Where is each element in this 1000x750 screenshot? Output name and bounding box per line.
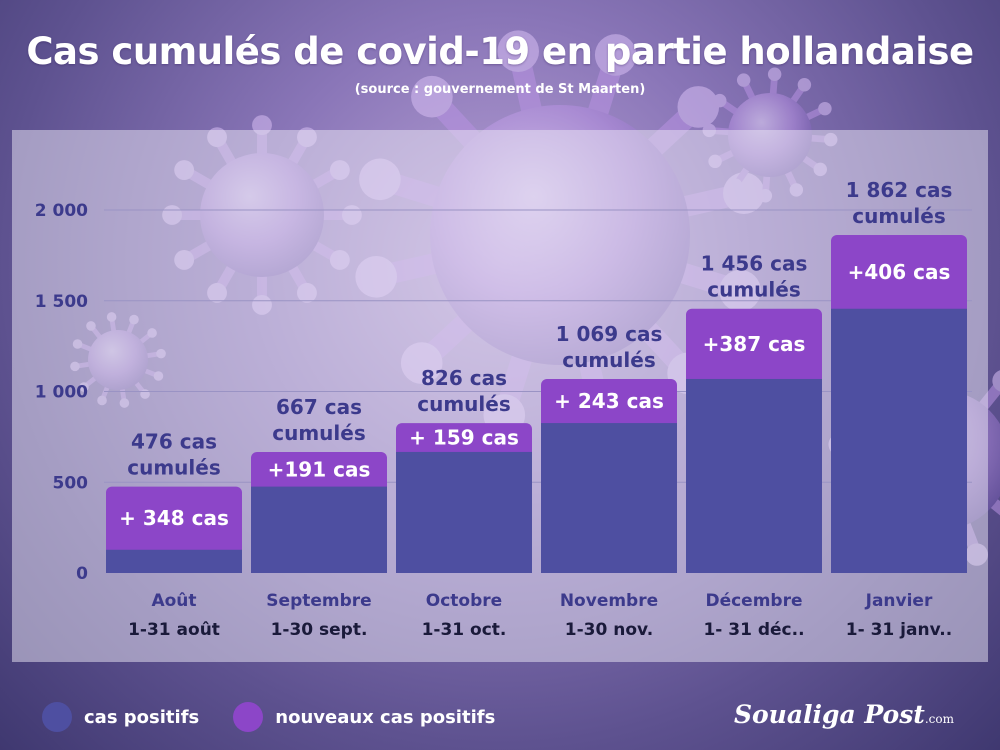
cumulative-label: cumulés — [417, 392, 511, 416]
x-category-label: Septembre — [266, 591, 371, 611]
bar-positive-cases — [686, 378, 822, 573]
x-category-label: Décembre — [705, 591, 802, 611]
y-tick-label: 0 — [76, 564, 88, 584]
y-tick-label: 1 500 — [35, 292, 88, 312]
bar-new-cases — [106, 486, 242, 558]
cumulative-label: cumulés — [127, 456, 221, 480]
new-cases-label: + 159 cas — [409, 426, 519, 450]
cumulative-label: cumulés — [852, 204, 946, 228]
x-date-range-label: 1- 31 janv.. — [846, 620, 952, 640]
bar-positive-cases — [396, 451, 532, 573]
x-category-label: Janvier — [865, 591, 933, 611]
chart-subtitle: (source : gouvernement de St Maarten) — [354, 82, 646, 97]
bar-new-cases — [396, 423, 532, 460]
y-tick-label: 1 000 — [35, 383, 88, 403]
cumulative-label: 667 cas — [276, 395, 362, 419]
bar-positive-cases — [541, 423, 677, 573]
legend-swatch-new — [233, 702, 264, 732]
x-date-range-label: 1-30 sept. — [271, 620, 368, 640]
bar-new-cases — [541, 378, 677, 432]
legend-label-positive: cas positifs — [84, 706, 200, 728]
y-tick-label: 500 — [53, 473, 89, 493]
cumulative-label: 826 cas — [421, 366, 507, 390]
legend-label-new: nouveaux cas positifs — [275, 706, 496, 728]
brand-name: Soualiga Post — [733, 700, 925, 729]
bar-new-cases — [686, 308, 822, 387]
y-tick-label: 2 000 — [35, 201, 88, 221]
bar-positive-cases — [251, 486, 387, 573]
legend-swatch-positive — [42, 702, 72, 732]
cumulative-label: 1 862 cas — [846, 178, 953, 202]
brand-suffix: .com — [924, 712, 954, 726]
new-cases-label: +387 cas — [703, 332, 806, 356]
legend-item-positive: cas positifs — [42, 702, 199, 732]
new-cases-label: + 348 cas — [119, 506, 229, 530]
chart-panel: 0 500 1 000 1 500 2 000 + 348 cas 476 cas cumul… — [12, 130, 988, 662]
new-cases-label: +406 cas — [848, 260, 951, 284]
x-date-range-label: 1-31 oct. — [422, 620, 507, 640]
new-cases-label: +191 cas — [268, 457, 371, 481]
cumulative-label: 476 cas — [131, 430, 217, 454]
bar-new-cases — [251, 451, 387, 495]
cumulative-label: cumulés — [272, 421, 366, 445]
new-cases-label: + 243 cas — [554, 389, 664, 413]
brand-logo: Soualiga Post.com — [734, 700, 954, 729]
cumulative-label: cumulés — [562, 348, 656, 372]
x-category-label: Octobre — [426, 591, 502, 611]
chart-title: Cas cumulés de covid-19 en partie hollan… — [26, 30, 974, 73]
bar-positive-cases — [831, 308, 967, 573]
legend-item-new: nouveaux cas positifs — [233, 702, 495, 732]
cumulative-label: 1 069 cas — [556, 322, 663, 346]
x-date-range-label: 1-31 août — [128, 620, 220, 640]
cumulative-label: 1 456 cas — [701, 252, 808, 276]
x-date-range-label: 1-30 nov. — [565, 620, 653, 640]
x-category-label: Août — [151, 591, 196, 611]
bar-new-cases — [831, 235, 967, 317]
x-category-label: Novembre — [560, 591, 658, 611]
legend: cas positifs nouveaux cas positifs — [42, 702, 529, 732]
bar-positive-cases — [106, 549, 242, 573]
cumulative-label: cumulés — [707, 278, 801, 302]
x-date-range-label: 1- 31 déc.. — [703, 620, 804, 640]
